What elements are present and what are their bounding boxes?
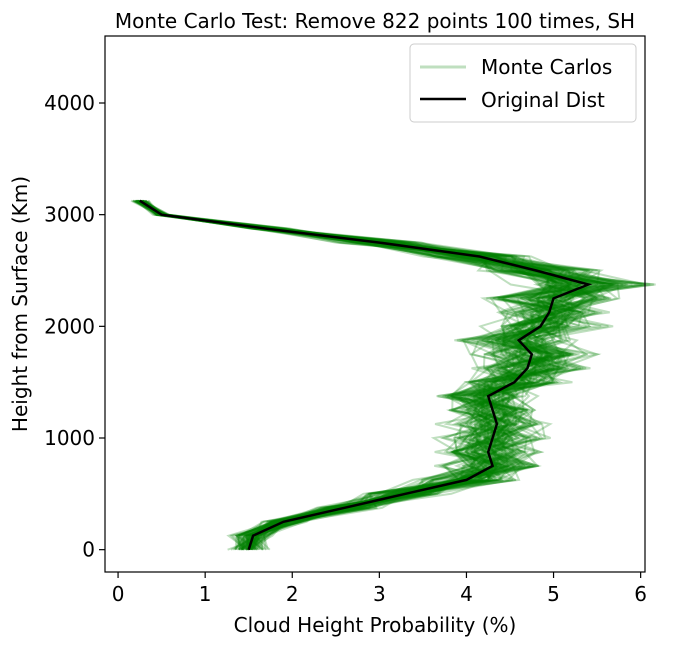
y-tick-label: 2000: [44, 314, 95, 338]
monte-carlo-run-line: [140, 199, 581, 550]
monte-carlo-run-line: [136, 199, 577, 551]
y-axis-label: Height from Surface (Km): [8, 176, 32, 432]
monte-carlo-run-line: [135, 199, 557, 551]
monte-carlo-run-line: [145, 199, 593, 551]
legend: Monte Carlos Original Dist: [409, 43, 637, 123]
monte-carlo-run-line: [142, 199, 633, 551]
original-dist-line: [139, 199, 593, 551]
monte-carlo-run-line: [143, 199, 570, 550]
legend-box: [409, 43, 637, 123]
monte-carlo-run-line: [139, 199, 559, 551]
monte-carlo-run-line: [132, 199, 599, 551]
x-tick-label: 5: [547, 582, 560, 606]
monte-carlo-run-line: [142, 199, 604, 551]
monte-carlo-run-line: [142, 199, 562, 550]
x-axis-label: Cloud Height Probability (%): [234, 613, 517, 637]
monte-carlo-run-line: [135, 199, 584, 551]
monte-carlo-run-line: [140, 199, 599, 551]
monte-carlo-run-line: [137, 199, 617, 551]
chart-title: Monte Carlo Test: Remove 822 points 100 …: [115, 9, 635, 33]
monte-carlo-run-line: [143, 199, 590, 551]
plot-frame: [104, 35, 646, 573]
monte-carlo-run-line: [142, 200, 605, 551]
monte-carlo-run-line: [144, 200, 588, 551]
monte-carlo-run-line: [146, 200, 602, 551]
y-tick-label: 3000: [44, 203, 95, 227]
monte-carlo-run-line: [139, 199, 616, 551]
monte-carlo-run-line: [139, 199, 566, 551]
x-tick-label: 2: [286, 582, 299, 606]
monte-carlo-run-line: [137, 199, 625, 551]
monte-carlo-run-line: [140, 199, 581, 551]
monte-carlo-run-line: [142, 199, 569, 550]
monte-carlo-run-line: [139, 199, 587, 551]
monte-carlo-run-line: [144, 199, 602, 551]
legend-label-original-dist: Original Dist: [481, 88, 605, 112]
x-tick-label: 0: [112, 582, 125, 606]
monte-carlo-run-line: [136, 199, 601, 550]
x-tick-label: 3: [373, 582, 386, 606]
monte-carlo-run-line: [139, 199, 605, 551]
monte-carlo-run-line: [147, 200, 614, 550]
y-tick-label: 0: [82, 538, 95, 562]
y-axis: 0 1000 2000 3000 4000: [44, 91, 105, 562]
original-dist-line-group: [139, 199, 593, 551]
monte-carlo-run-line: [140, 199, 608, 551]
y-tick-label: 1000: [44, 426, 95, 450]
monte-carlo-run-line: [140, 199, 603, 551]
monte-carlo-run-line: [136, 199, 593, 551]
monte-carlo-run-line: [135, 199, 572, 551]
monte-carlo-run-line: [141, 199, 608, 551]
monte-carlo-run-line: [133, 199, 612, 551]
monte-carlo-run-line: [132, 199, 654, 550]
monte-carlo-run-line: [135, 199, 587, 551]
x-tick-label: 6: [634, 582, 647, 606]
monte-carlo-run-line: [137, 199, 621, 551]
monte-carlo-run-line: [132, 199, 598, 550]
monte-carlo-run-line: [136, 199, 647, 550]
monte-carlo-run-line: [138, 199, 598, 551]
monte-carlo-run-line: [133, 199, 620, 550]
monte-carlo-run-line: [130, 199, 615, 551]
monte-carlo-run-line: [140, 199, 613, 551]
x-tick-label: 1: [199, 582, 212, 606]
monte-carlo-run-line: [144, 199, 656, 550]
y-tick-label: 4000: [44, 91, 95, 115]
monte-carlo-run-line: [144, 199, 618, 551]
monte-carlo-run-line: [137, 199, 620, 550]
x-tick-label: 4: [460, 582, 473, 606]
monte-carlo-run-line: [138, 199, 623, 551]
monte-carlo-run-line: [134, 199, 605, 550]
x-axis: 0 1 2 3 4 5 6: [112, 572, 647, 606]
monte-carlo-run-line: [141, 199, 612, 550]
monte-carlo-run-line: [134, 199, 584, 550]
legend-label-monte-carlos: Monte Carlos: [481, 55, 612, 79]
monte-carlo-run-line: [134, 199, 597, 551]
